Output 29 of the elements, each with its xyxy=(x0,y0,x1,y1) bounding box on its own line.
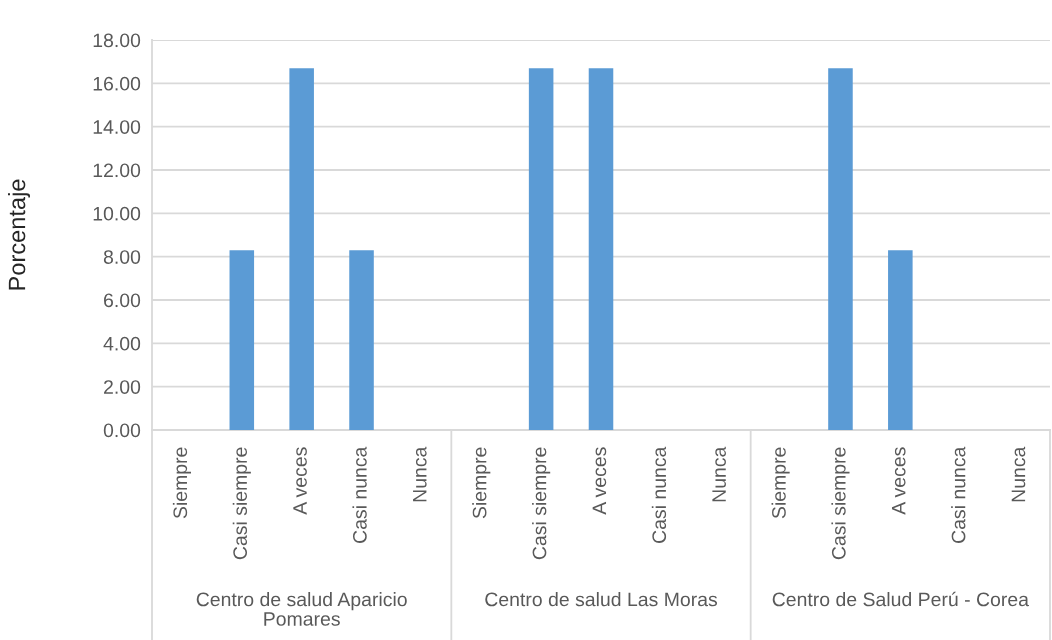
text: Centro de salud Las Moras xyxy=(485,592,718,607)
y-tick-label: 18.00 xyxy=(93,33,141,48)
x-tick-label: Casi nunca xyxy=(352,446,367,543)
x-tick-label: Casi siempre xyxy=(532,447,551,560)
y-tick-label: 4.00 xyxy=(103,336,141,351)
x-tick-label: Casi nunca xyxy=(951,446,966,543)
x-tick-label: Nunca xyxy=(712,446,726,502)
y-tick-label: 12.00 xyxy=(93,163,141,178)
y-tick-label: 2.00 xyxy=(104,380,141,394)
y-tick-label: 14.00 xyxy=(93,120,141,134)
y-tick-label: 8.00 xyxy=(103,250,141,264)
y-tick-label: 6.00 xyxy=(104,293,141,308)
x-tick-label: Casi siempre xyxy=(232,447,251,560)
x-tick-label: Siempre xyxy=(172,447,191,519)
x-tick-label: Siempre xyxy=(771,447,790,519)
x-tick-label: Siempre xyxy=(472,447,491,519)
text: Centro de Salud Perú - Corea xyxy=(772,591,1029,607)
x-tick-label: Nunca xyxy=(1011,446,1026,502)
x-tick-label: Casi siempre xyxy=(831,447,850,560)
text: Centro de salud Aparicio Pomares xyxy=(196,592,407,626)
x-tick-label: Nunca xyxy=(413,446,427,502)
x-tick-label: A veces xyxy=(891,447,906,515)
x-tick-label: A veces xyxy=(293,447,307,515)
x-tick-label: A veces xyxy=(592,447,607,515)
y-tick-label: 0.00 xyxy=(103,423,141,438)
y-tick-label: 10.00 xyxy=(93,206,141,221)
y-tick-label: 16.00 xyxy=(93,76,141,91)
x-tick-label: Casi nunca xyxy=(651,446,667,543)
y-axis-title: Porcentaje xyxy=(7,179,30,290)
